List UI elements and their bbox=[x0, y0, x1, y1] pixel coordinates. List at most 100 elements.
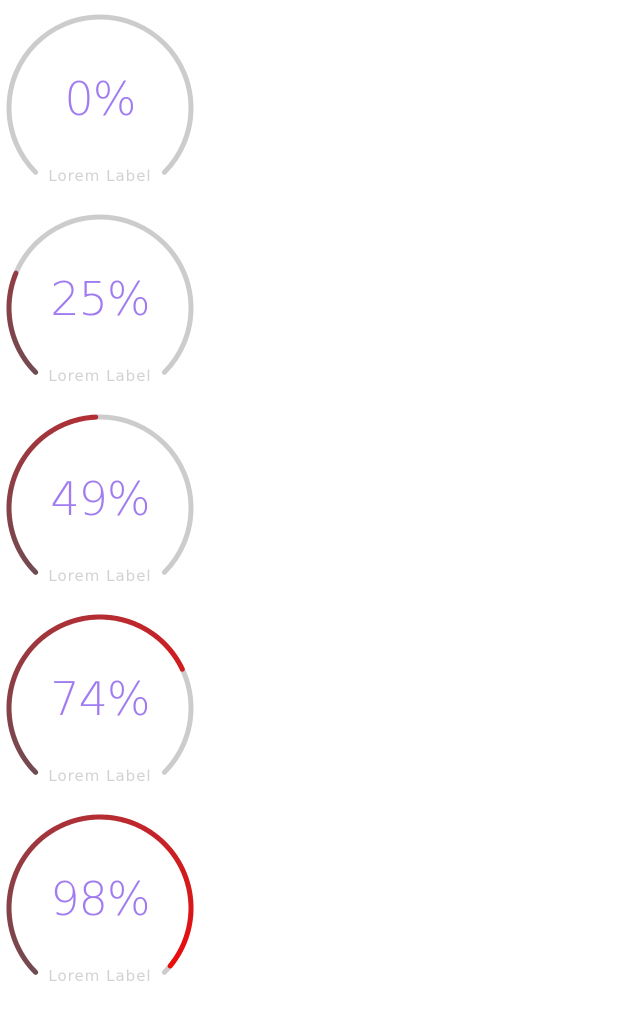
gauge-progress-segment bbox=[9, 330, 16, 336]
gauge-progress-segment bbox=[27, 646, 34, 653]
gauge-progress-segment bbox=[173, 855, 180, 862]
gauge-progress-segment bbox=[30, 442, 37, 449]
gauge-progress-segment bbox=[18, 550, 25, 557]
gauge-progress-segment bbox=[178, 946, 185, 952]
gauge-progress-segment bbox=[145, 627, 152, 634]
gauge-progress-segment bbox=[12, 939, 19, 945]
gauge-progress-segment bbox=[31, 842, 38, 849]
gauge-progress-segment bbox=[8, 927, 15, 933]
gauge-progress-segment bbox=[166, 646, 173, 653]
gauge-progress-segment bbox=[25, 561, 32, 567]
gauge-progress-segment bbox=[13, 469, 20, 475]
gauge-arc bbox=[6, 614, 194, 775]
gauge-progress-segment bbox=[175, 858, 182, 865]
gauge-progress-segment bbox=[156, 836, 164, 843]
gauge-progress-segment bbox=[47, 428, 54, 435]
gauge-progress-segment bbox=[130, 820, 136, 827]
gauge-progress-segment bbox=[55, 424, 62, 431]
gauge-progress-segment bbox=[128, 619, 134, 626]
gauge-progress-segment bbox=[23, 358, 30, 365]
gauge-progress-segment bbox=[26, 846, 34, 853]
gauge-progress-segment bbox=[73, 417, 79, 424]
gauge-progress-segment bbox=[82, 415, 88, 422]
gauge-progress-segment bbox=[125, 618, 131, 625]
gauge-progress-segment bbox=[185, 926, 192, 931]
gauge-progress-segment bbox=[162, 641, 169, 648]
gauge-progress-segment bbox=[121, 817, 127, 824]
gauge-progress-segment bbox=[59, 822, 66, 829]
gauge-progress-segment bbox=[16, 662, 23, 668]
gauge-progress-segment bbox=[25, 360, 32, 367]
gauge-progress-segment bbox=[118, 816, 124, 823]
gauge-progress-segment bbox=[8, 924, 14, 930]
gauge-progress-segment bbox=[52, 425, 59, 432]
gauge-progress-segment bbox=[171, 853, 178, 859]
gauge-progress-segment bbox=[147, 828, 153, 835]
gauge-progress-segment bbox=[74, 817, 80, 823]
gauge-progress-segment bbox=[10, 933, 17, 939]
gauge-progress-segment bbox=[18, 350, 25, 357]
progress-gauge: 98% Lorem Label bbox=[0, 808, 200, 1008]
gauge-progress-segment bbox=[9, 730, 16, 736]
gauge-progress-segment bbox=[16, 548, 23, 554]
gauge-progress-segment bbox=[44, 430, 51, 437]
gauge-progress-segment bbox=[33, 839, 40, 846]
gauge-progress-segment bbox=[35, 837, 42, 844]
gauge-progress-segment bbox=[23, 958, 30, 965]
gauge-progress-segment bbox=[17, 460, 24, 467]
gauge-progress-segment bbox=[167, 961, 175, 969]
gauge-progress-segment bbox=[75, 616, 81, 623]
gauge-progress-segment bbox=[23, 558, 30, 565]
gauge-progress-segment bbox=[16, 747, 23, 754]
gauge-progress-segment bbox=[24, 849, 32, 856]
gauge-progress-segment bbox=[51, 626, 58, 633]
gauge-percentage: 49% bbox=[50, 472, 150, 526]
gauge-progress-segment bbox=[12, 671, 19, 677]
gauge-progress-segment bbox=[179, 943, 186, 949]
gauge-progress-segment bbox=[142, 626, 149, 633]
gauge-progress-segment bbox=[57, 623, 63, 630]
gauge-progress-segment bbox=[154, 834, 161, 841]
gauge-progress-segment bbox=[8, 327, 15, 333]
gauge-progress-segment bbox=[182, 937, 189, 944]
gauge-progress-segment bbox=[51, 826, 57, 833]
gauge-progress-segment bbox=[46, 629, 53, 636]
gauge-arc bbox=[6, 214, 194, 375]
gauge-progress-segment bbox=[23, 651, 30, 658]
gauge-progress-segment bbox=[8, 724, 14, 730]
gauge-progress-segment bbox=[54, 624, 61, 631]
gauge-progress-segment bbox=[21, 654, 28, 660]
gauge-progress-segment bbox=[161, 840, 168, 847]
gauge-progress-segment bbox=[72, 617, 78, 624]
gauge-progress-segment bbox=[17, 859, 25, 866]
gauge-progress-segment bbox=[19, 656, 26, 663]
gauge-progress-segment bbox=[19, 857, 26, 863]
gauge-progress-segment bbox=[76, 416, 82, 423]
gauge-progress-segment bbox=[8, 525, 14, 530]
gauge-progress-segment bbox=[61, 421, 67, 428]
gauge-progress-segment bbox=[65, 819, 71, 826]
gauge-progress-segment bbox=[19, 458, 26, 464]
gauge-progress-segment bbox=[64, 420, 70, 427]
gauge-progress-segment bbox=[9, 531, 16, 536]
gauge-track bbox=[6, 14, 194, 175]
gauge-progress-segment bbox=[180, 869, 187, 876]
gauge-progress-segment bbox=[12, 270, 19, 279]
gauge-label: Lorem Label bbox=[48, 967, 152, 985]
gauge-progress-segment bbox=[178, 864, 185, 870]
gauge-progress-segment bbox=[163, 843, 170, 850]
gauge-progress-segment bbox=[8, 727, 15, 733]
gauge-progress-segment bbox=[10, 533, 17, 539]
gauge-progress-segment bbox=[15, 665, 22, 671]
gauge-progress-segment bbox=[12, 339, 19, 345]
gauge-progress-segment bbox=[184, 931, 190, 937]
gauge-progress-segment bbox=[18, 659, 25, 666]
gauge-progress-segment bbox=[167, 847, 174, 854]
gauge-progress-segment bbox=[10, 333, 17, 339]
gauge-progress-segment bbox=[40, 833, 47, 840]
progress-gauge: 74% Lorem Label bbox=[0, 608, 200, 808]
gauge-progress-segment bbox=[153, 633, 160, 640]
gauge-progress-segment bbox=[7, 321, 14, 327]
gauge-progress-segment bbox=[23, 758, 30, 765]
gauge-progress-segment bbox=[15, 945, 22, 951]
